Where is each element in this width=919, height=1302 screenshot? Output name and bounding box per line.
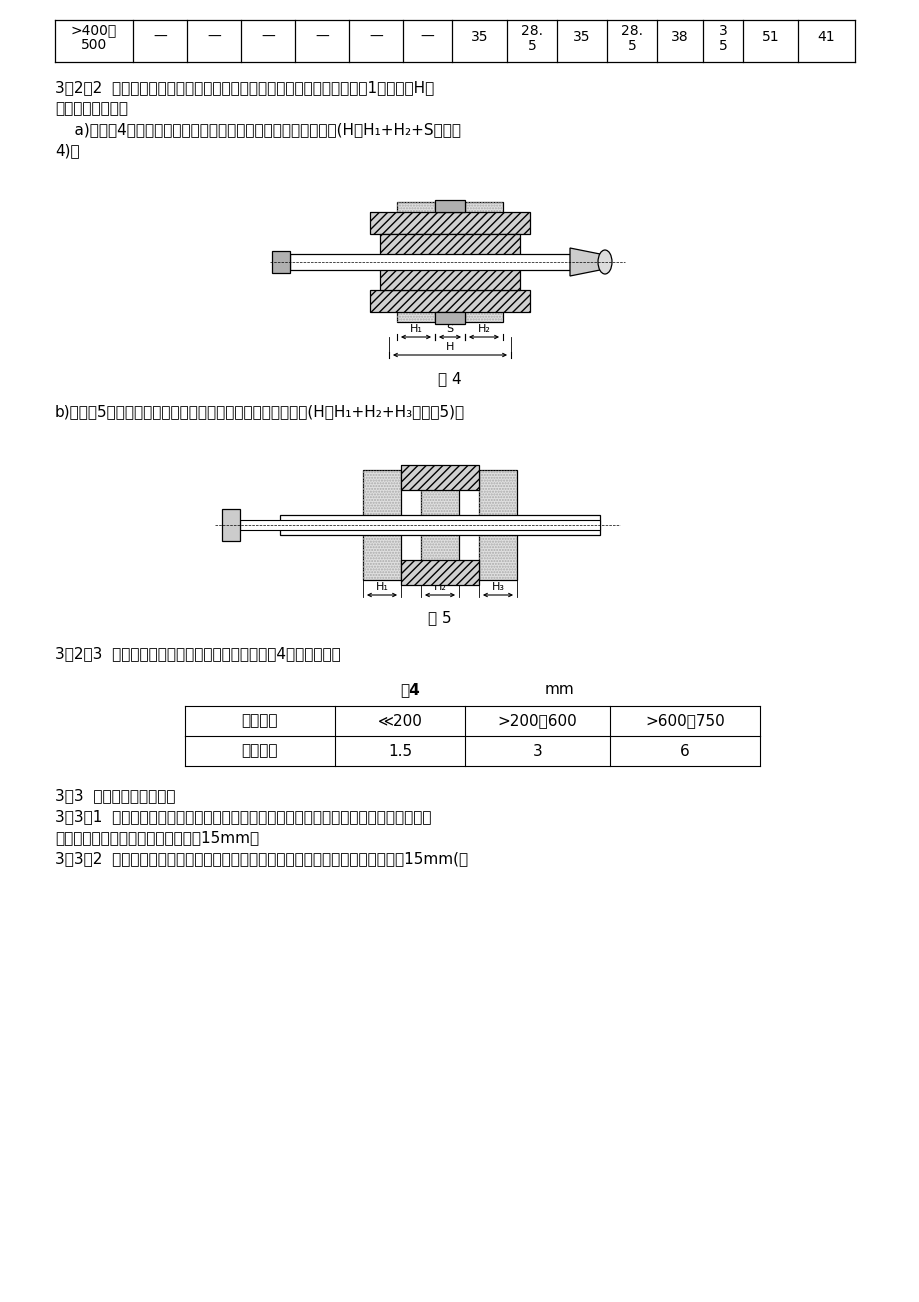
Text: 图 5: 图 5 [427,611,451,625]
Bar [401,560,479,585]
Text: 表4: 表4 [400,682,419,697]
Bar [421,470,459,579]
Bar [369,212,529,234]
Text: 38: 38 [671,30,688,44]
Bar [401,560,479,585]
Text: S: S [446,324,453,335]
Bar [435,312,464,324]
Text: 6: 6 [679,743,689,759]
Bar [289,254,570,270]
Bar [464,202,503,322]
Bar [369,290,529,312]
Text: 35: 35 [471,30,488,44]
Text: —: — [207,30,221,44]
Bar [464,202,503,322]
Text: 4)：: 4)： [55,143,80,158]
Text: 之间的间距应尽可能小，推荐不大于15mm。: 之间的间距应尽可能小，推荐不大于15mm。 [55,829,259,845]
Text: H₃: H₃ [491,582,504,592]
Text: H₂: H₂ [477,324,490,335]
Text: —: — [261,30,275,44]
Bar [401,465,479,490]
Text: 3: 3 [718,23,727,38]
Text: a)采用图4方法安装砂轮时，砂轮厚度等于砂轮外侧面最大间距(H＝H₁+H₂+S，见图: a)采用图4方法安装砂轮时，砂轮厚度等于砂轮外侧面最大间距(H＝H₁+H₂+S，… [55,122,460,137]
Text: >400～: >400～ [71,23,117,36]
Bar [272,251,289,273]
Text: 图 4: 图 4 [437,371,461,385]
Text: —: — [153,30,166,44]
Bar [401,465,479,490]
Bar [435,201,464,212]
Text: 砂轮外径: 砂轮外径 [242,713,278,729]
Text: 500: 500 [81,38,107,52]
Text: —: — [369,30,382,44]
Text: 3．3．2  环带式砂轮防护罩内壁与砂轮圆周表面之间的间距应尽可能小，推荐小于15mm(见: 3．3．2 环带式砂轮防护罩内壁与砂轮圆周表面之间的间距应尽可能小，推荐小于15… [55,852,468,866]
Bar [363,470,401,579]
Text: 最小壁厚: 最小壁厚 [242,743,278,759]
Text: 51: 51 [761,30,778,44]
Text: 3．2．2  采用两个及两个以上砂轮的磨床，在选择砂轮防护罩壁厚时，表1中砂轮厚H应: 3．2．2 采用两个及两个以上砂轮的磨床，在选择砂轮防护罩壁厚时，表1中砂轮厚H… [55,79,434,95]
Bar [421,470,459,579]
Bar [221,509,240,542]
Text: 5: 5 [718,39,727,52]
Text: 5: 5 [528,39,536,52]
Bar [363,470,401,579]
Text: mm: mm [545,682,574,697]
Bar [479,470,516,579]
Text: —: — [420,30,434,44]
Polygon shape [570,247,605,276]
Ellipse shape [597,250,611,273]
Text: 28.: 28. [620,23,642,38]
Bar [479,470,516,579]
Text: H₂: H₂ [433,582,446,592]
Text: 按下列规定计算：: 按下列规定计算： [55,102,128,116]
Bar [380,234,519,290]
Text: H₁: H₁ [375,582,388,592]
Bar [369,290,529,312]
Bar [279,516,599,535]
Text: 3．3．1  防护罩与砂轮的间距按安装最厚砂轮时，砂轮卡盘外侧面与砂轮防护罩开口边缘: 3．3．1 防护罩与砂轮的间距按安装最厚砂轮时，砂轮卡盘外侧面与砂轮防护罩开口边… [55,809,431,824]
Bar [380,234,519,290]
Text: >200～600: >200～600 [497,713,577,729]
Text: 1.5: 1.5 [388,743,412,759]
Text: 28.: 28. [520,23,542,38]
Bar [240,519,599,530]
Text: 5: 5 [627,39,636,52]
Text: 35: 35 [573,30,590,44]
Text: 3．2．3  环带式砂轮防护罩的壁厚尺寸不得低于表4中所列数值。: 3．2．3 环带式砂轮防护罩的壁厚尺寸不得低于表4中所列数值。 [55,646,340,661]
Text: 41: 41 [817,30,834,44]
Text: b)采用图5方法安装砂轮时，其砂轮厚度等于各砂轮厚度之和(H＝H₁+H₂+H₃，见图5)。: b)采用图5方法安装砂轮时，其砂轮厚度等于各砂轮厚度之和(H＝H₁+H₂+H₃，… [55,404,465,419]
Text: 3: 3 [532,743,542,759]
Bar [397,202,435,322]
Bar [397,202,435,322]
Text: 3．3  防护罩与砂轮的间距: 3．3 防护罩与砂轮的间距 [55,788,176,803]
Text: >600～750: >600～750 [644,713,724,729]
Text: H₁: H₁ [409,324,422,335]
Text: H: H [446,342,454,352]
Text: ≪200: ≪200 [377,713,422,729]
Text: —: — [315,30,328,44]
Bar [369,212,529,234]
